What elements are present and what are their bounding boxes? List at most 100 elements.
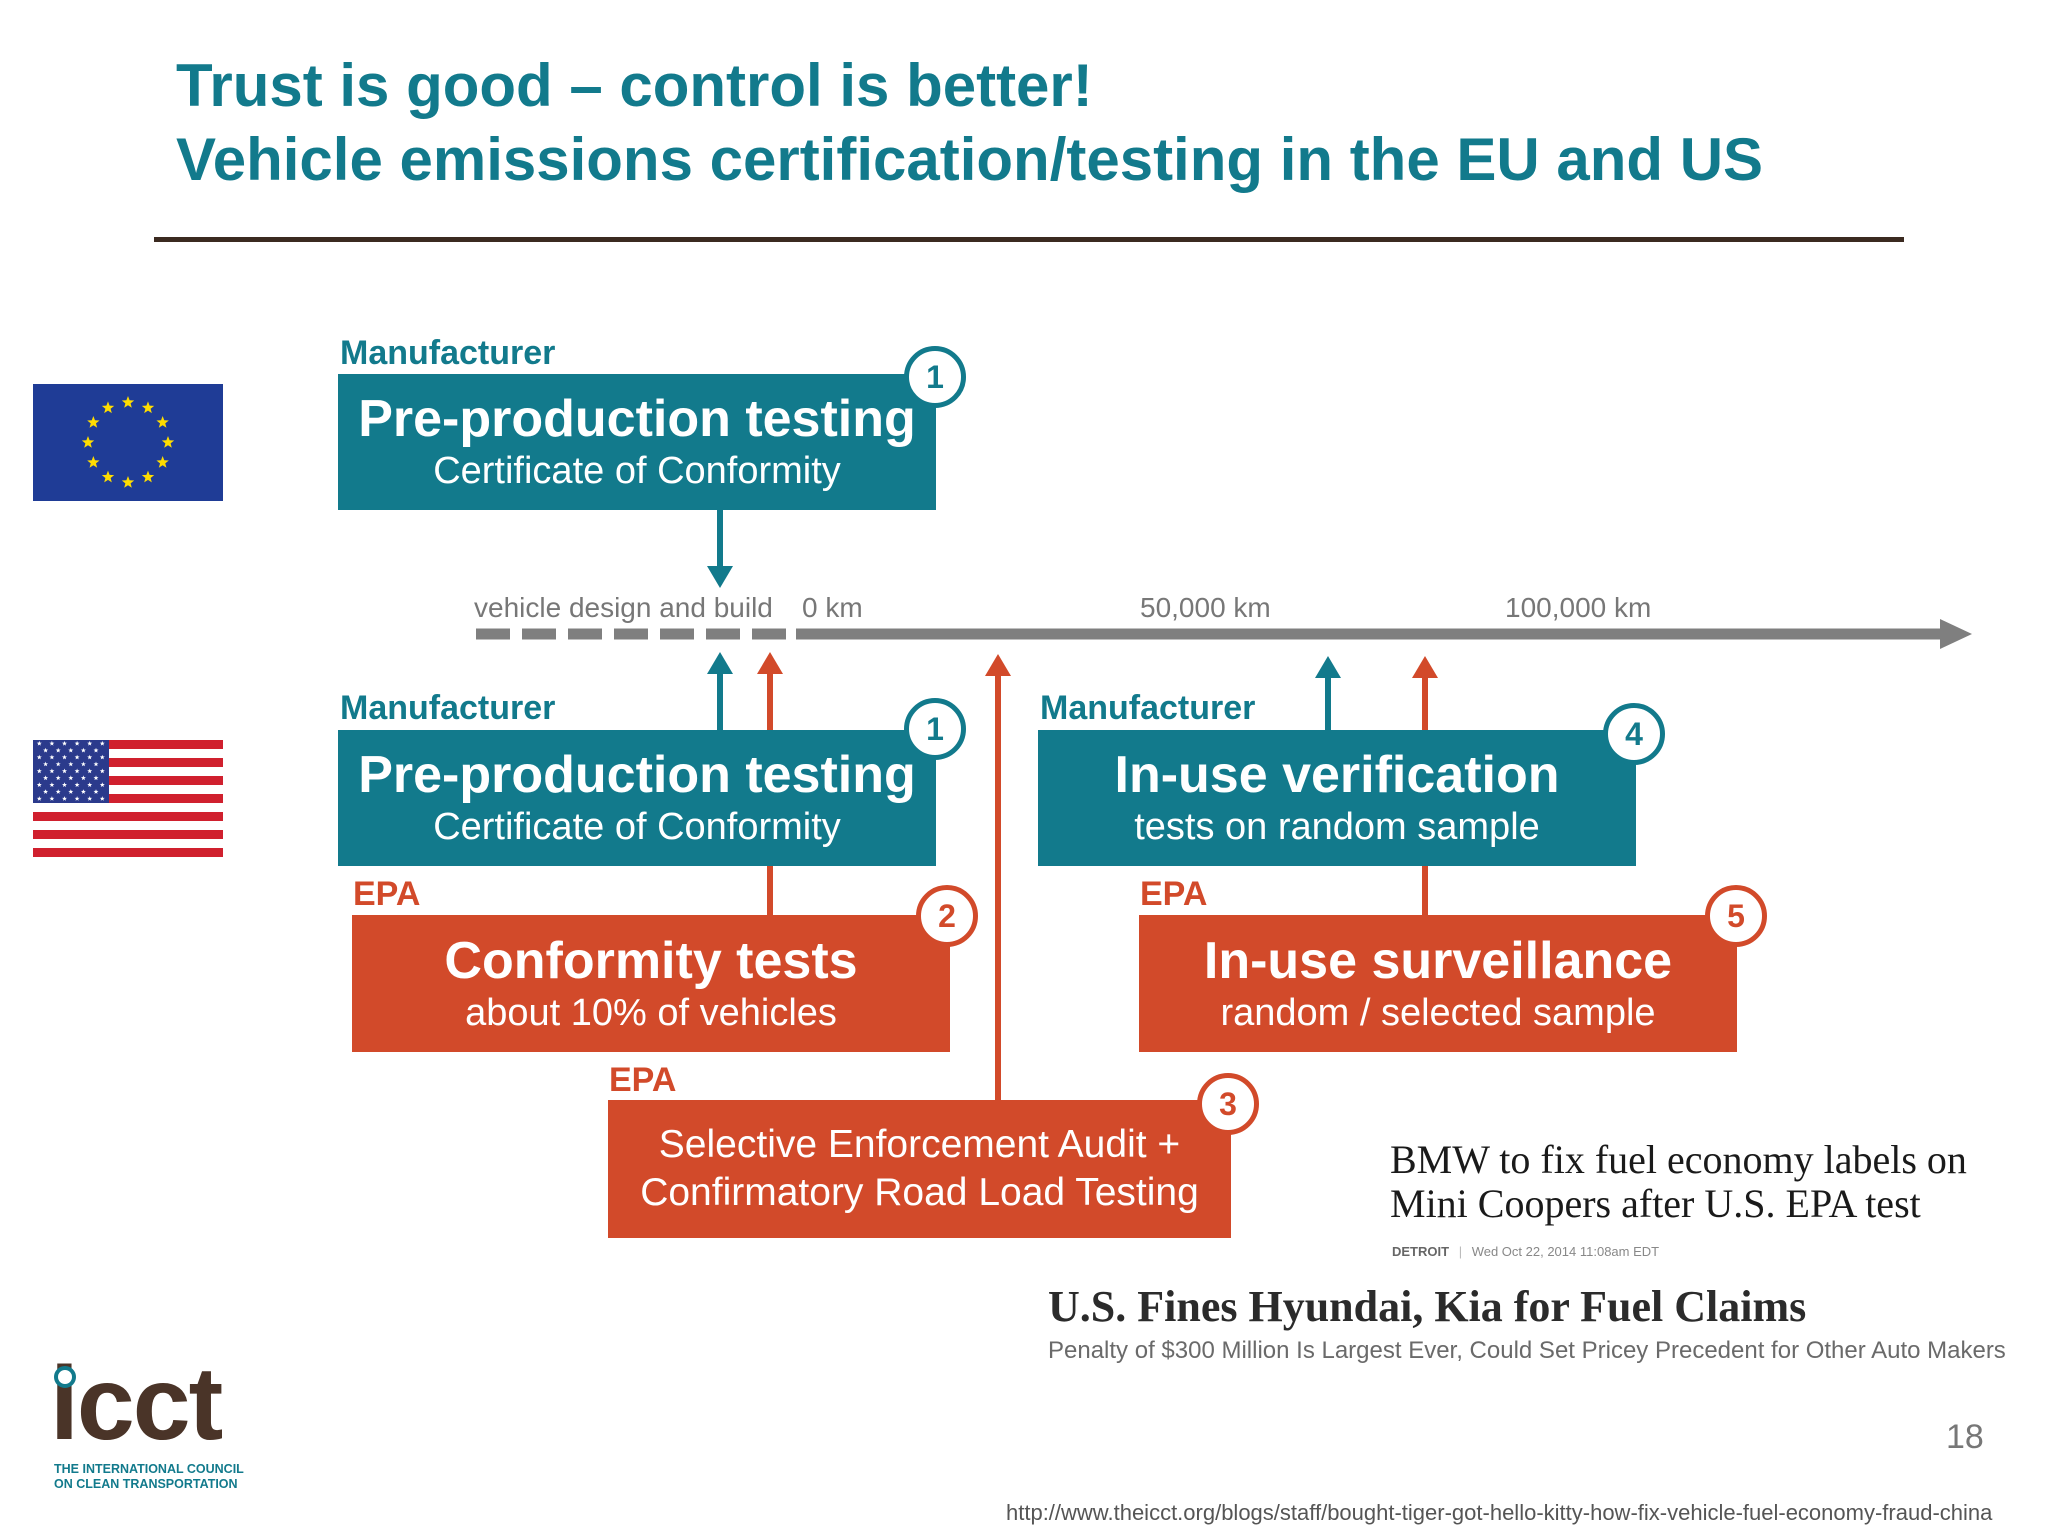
us-preprod-badge: 1: [904, 698, 966, 760]
us-flag-star: [49, 796, 55, 801]
inuse-verif-badge: 4: [1603, 703, 1665, 765]
us-flag-star: [36, 740, 42, 746]
us-flag-star: [80, 761, 86, 767]
us-flag-star: [74, 740, 80, 746]
us-preprod-subtitle: Certificate of Conformity: [433, 806, 841, 848]
us-preprod-box: Pre-production testing Certificate of Co…: [338, 730, 936, 866]
timeline-marker-0km: 0 km: [802, 592, 863, 623]
eu-flag-star: [161, 436, 175, 448]
us-flag-star: [93, 747, 99, 753]
us-flag-stripe: [33, 758, 223, 767]
icct-logo-wordmark: icct: [50, 1346, 223, 1462]
icct-logo-tagline: THE INTERNATIONAL COUNCIL ON CLEAN TRANS…: [54, 1462, 244, 1492]
inuse-verif-box: In-use verification tests on random samp…: [1038, 730, 1636, 866]
us-flag-star: [93, 789, 99, 794]
us-flag-star: [43, 761, 49, 767]
us-flag-star: [87, 740, 93, 746]
us-flag-star: [36, 768, 42, 774]
us-flag-star: [43, 747, 49, 753]
us-flag-star: [49, 768, 55, 774]
us-flag-stripe: [33, 812, 223, 821]
us-flag-star: [49, 754, 55, 760]
inuse-verif-title: In-use verification: [1114, 746, 1560, 804]
us-flag-star: [87, 754, 93, 760]
us-flag-star: [99, 782, 105, 787]
us-flag-star: [87, 782, 93, 787]
us-flag-star: [62, 782, 67, 787]
eu-preprod-title: Pre-production testing: [358, 390, 916, 448]
eu-flag-star: [121, 476, 135, 488]
us-flag-stripe: [33, 776, 223, 785]
us-flag-star: [93, 761, 99, 767]
conformity-badge: 2: [916, 885, 978, 947]
sea-line1: Selective Enforcement Audit +: [658, 1123, 1181, 1166]
inuse-verif-actor-label: Manufacturer: [1040, 689, 1256, 727]
us-flag-star: [49, 740, 55, 746]
timeline-arrow-head: [1940, 619, 1972, 649]
us-flag-star: [55, 775, 61, 781]
us-flag-star: [80, 775, 86, 781]
us-flag-star: [55, 789, 61, 794]
news-bmw-date: Wed Oct 22, 2014 11:08am EDT: [1471, 1244, 1660, 1259]
eu-preprod-box: Pre-production testing Certificate of Co…: [338, 374, 936, 510]
inuse-surv-arrow-head: [1412, 656, 1438, 678]
eu-flag-star: [156, 456, 169, 468]
us-flag-star: [55, 761, 61, 767]
us-flag-stripe: [33, 794, 223, 803]
eu-arrow-head: [707, 566, 733, 588]
conformity-actor-label: EPA: [353, 875, 421, 913]
news-hyundai-subhead: Penalty of $300 Million Is Largest Ever,…: [1048, 1337, 2006, 1364]
us-flag-star: [36, 782, 42, 787]
us-flag-star: [99, 768, 105, 774]
us-flag-star: [99, 740, 105, 746]
us-flag-star: [62, 754, 67, 760]
us-flag-star: [80, 747, 86, 753]
sea-actor-label: EPA: [609, 1061, 677, 1099]
slide-title-line1: Trust is good – control is better!: [176, 52, 1093, 119]
eu-flag-icon: [33, 384, 223, 501]
us-flag-star: [55, 747, 61, 753]
eu-flag-star: [87, 456, 100, 468]
page-number: 18: [1946, 1418, 1984, 1456]
sea-box: Selective Enforcement Audit + Confirmato…: [608, 1100, 1231, 1238]
sea-line2: Confirmatory Road Load Testing: [640, 1171, 1199, 1214]
us-flag-star: [62, 740, 67, 746]
us-flag-star: [93, 775, 99, 781]
inuse-surv-subtitle: random / selected sample: [1220, 991, 1656, 1034]
us-flag-star: [74, 768, 80, 774]
icct-logo-tagline-line2: ON CLEAN TRANSPORTATION: [54, 1477, 238, 1491]
us-flag-stripe: [33, 830, 223, 839]
us-flag-star: [43, 775, 49, 781]
us-flag-star: [36, 796, 42, 801]
inuse-verif-subtitle: tests on random sample: [1134, 806, 1540, 848]
us-flag-star: [74, 754, 80, 760]
inuse-surv-title: In-use surveillance: [1203, 931, 1673, 990]
eu-flag-star: [141, 401, 155, 414]
timeline-pre-label: vehicle design and build: [474, 592, 773, 623]
conformity-arrow-head: [757, 652, 783, 674]
eu-flag-star: [87, 416, 100, 428]
us-flag-star: [49, 782, 55, 787]
conformity-title: Conformity tests: [444, 931, 858, 990]
inuse-verif-arrow-head: [1315, 656, 1341, 678]
us-flag-icon: [33, 740, 223, 857]
eu-preprod-badge: 1: [904, 346, 966, 408]
us-flag-star: [87, 796, 93, 801]
source-url[interactable]: http://www.theicct.org/blogs/staff/bough…: [1006, 1500, 1993, 1525]
eu-flag-star: [81, 436, 95, 448]
us-flag-stripe: [33, 848, 223, 857]
us-flag-star: [99, 796, 105, 801]
news-bmw-headline: BMW to fix fuel economy labels on Mini C…: [1390, 1138, 1967, 1226]
news-hyundai-headline: U.S. Fines Hyundai, Kia for Fuel Claims: [1048, 1282, 1807, 1331]
us-flag-star: [68, 761, 74, 767]
timeline-marker-100000km: 100,000 km: [1505, 592, 1652, 623]
slide-title-line2: Vehicle emissions certification/testing …: [176, 126, 1764, 193]
news-bmw-headline-line2: Mini Coopers after U.S. EPA test: [1390, 1181, 1921, 1226]
eu-flag-star: [156, 416, 169, 428]
us-flag-star: [68, 789, 74, 794]
us-preprod-arrow-head: [707, 652, 733, 674]
eu-actor-label: Manufacturer: [340, 334, 556, 372]
news-bmw-headline-line1: BMW to fix fuel economy labels on: [1390, 1137, 1967, 1182]
news-bmw-dateline: DETROIT: [1392, 1244, 1450, 1259]
